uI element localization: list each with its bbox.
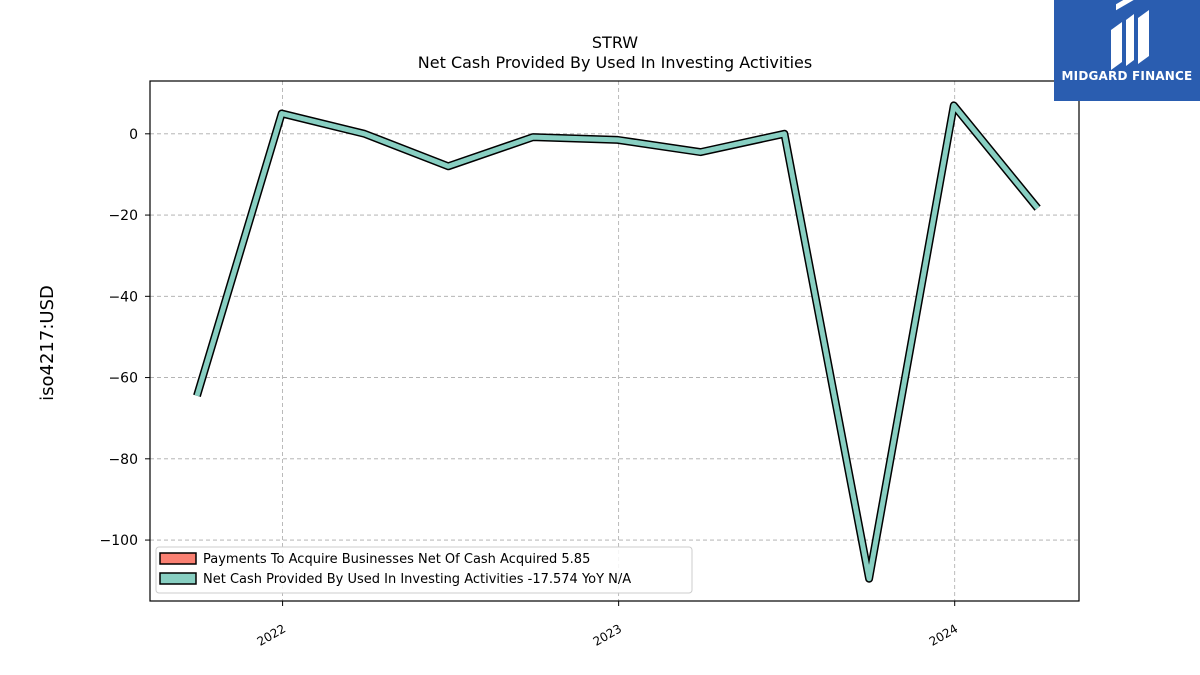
y-tick-label: −100 xyxy=(100,533,138,549)
chart-subtitle: Net Cash Provided By Used In Investing A… xyxy=(418,53,812,72)
midgard-finance-logo: MIDGARD FINANCE xyxy=(1054,0,1200,101)
chart-title: STRW xyxy=(592,33,638,52)
grid xyxy=(150,81,1079,601)
y-tick-label: −20 xyxy=(108,208,138,224)
legend: Payments To Acquire Businesses Net Of Ca… xyxy=(155,546,693,594)
y-tick-label: −40 xyxy=(108,289,138,305)
y-tick-label: 0 xyxy=(129,127,138,143)
legend-box xyxy=(155,546,693,594)
x-axis: 2022 2023 2024 xyxy=(255,601,960,649)
legend-label: Net Cash Provided By Used In Investing A… xyxy=(203,572,631,587)
logo-text: MIDGARD FINANCE xyxy=(1061,69,1193,83)
series-layer xyxy=(193,101,1041,583)
plot-frame xyxy=(149,80,1080,602)
x-tick-label: 2023 xyxy=(591,621,624,648)
y-axis: 0 −20 −40 −60 −80 −100 xyxy=(100,127,150,549)
y-tick-label: −80 xyxy=(108,452,138,468)
logo-mark-icon xyxy=(1111,0,1149,70)
x-tick-label: 2024 xyxy=(927,621,960,648)
legend-swatch xyxy=(159,572,197,585)
series-line xyxy=(194,102,1040,582)
y-tick-label: −60 xyxy=(108,371,138,387)
y-axis-label: iso4217:USD xyxy=(37,285,58,401)
legend-swatch xyxy=(159,552,197,565)
x-tick-label: 2022 xyxy=(255,621,288,648)
legend-label: Payments To Acquire Businesses Net Of Ca… xyxy=(203,552,590,567)
